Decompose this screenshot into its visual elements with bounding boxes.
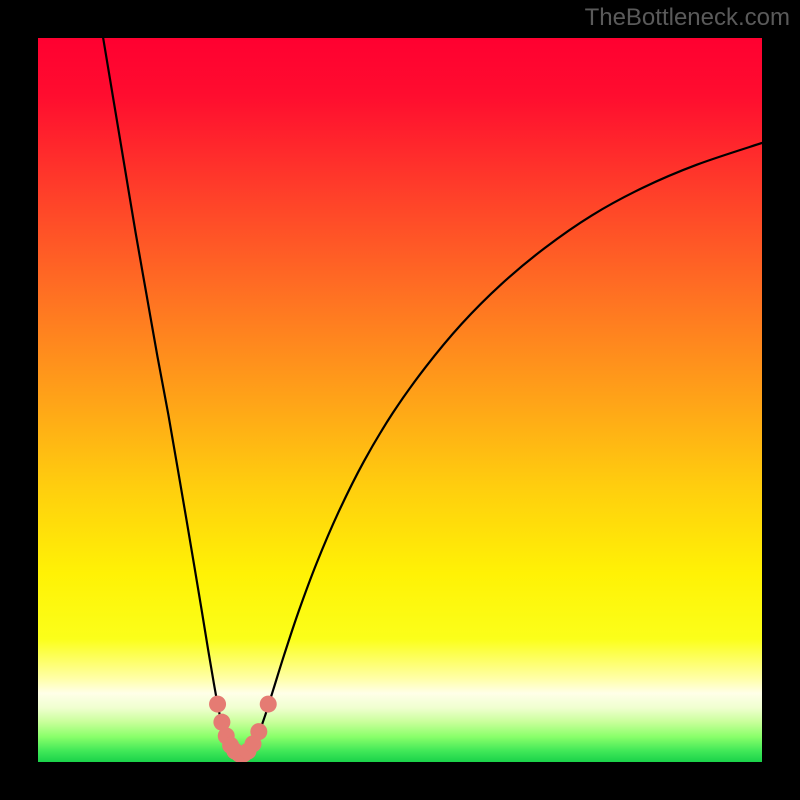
bottleneck-chart — [0, 0, 800, 800]
chart-gradient-background — [38, 38, 762, 762]
bottleneck-marker — [260, 696, 277, 713]
bottleneck-marker — [250, 723, 267, 740]
bottleneck-marker — [209, 696, 226, 713]
watermark-label: TheBottleneck.com — [585, 4, 790, 32]
chart-container: TheBottleneck.com — [0, 0, 800, 800]
